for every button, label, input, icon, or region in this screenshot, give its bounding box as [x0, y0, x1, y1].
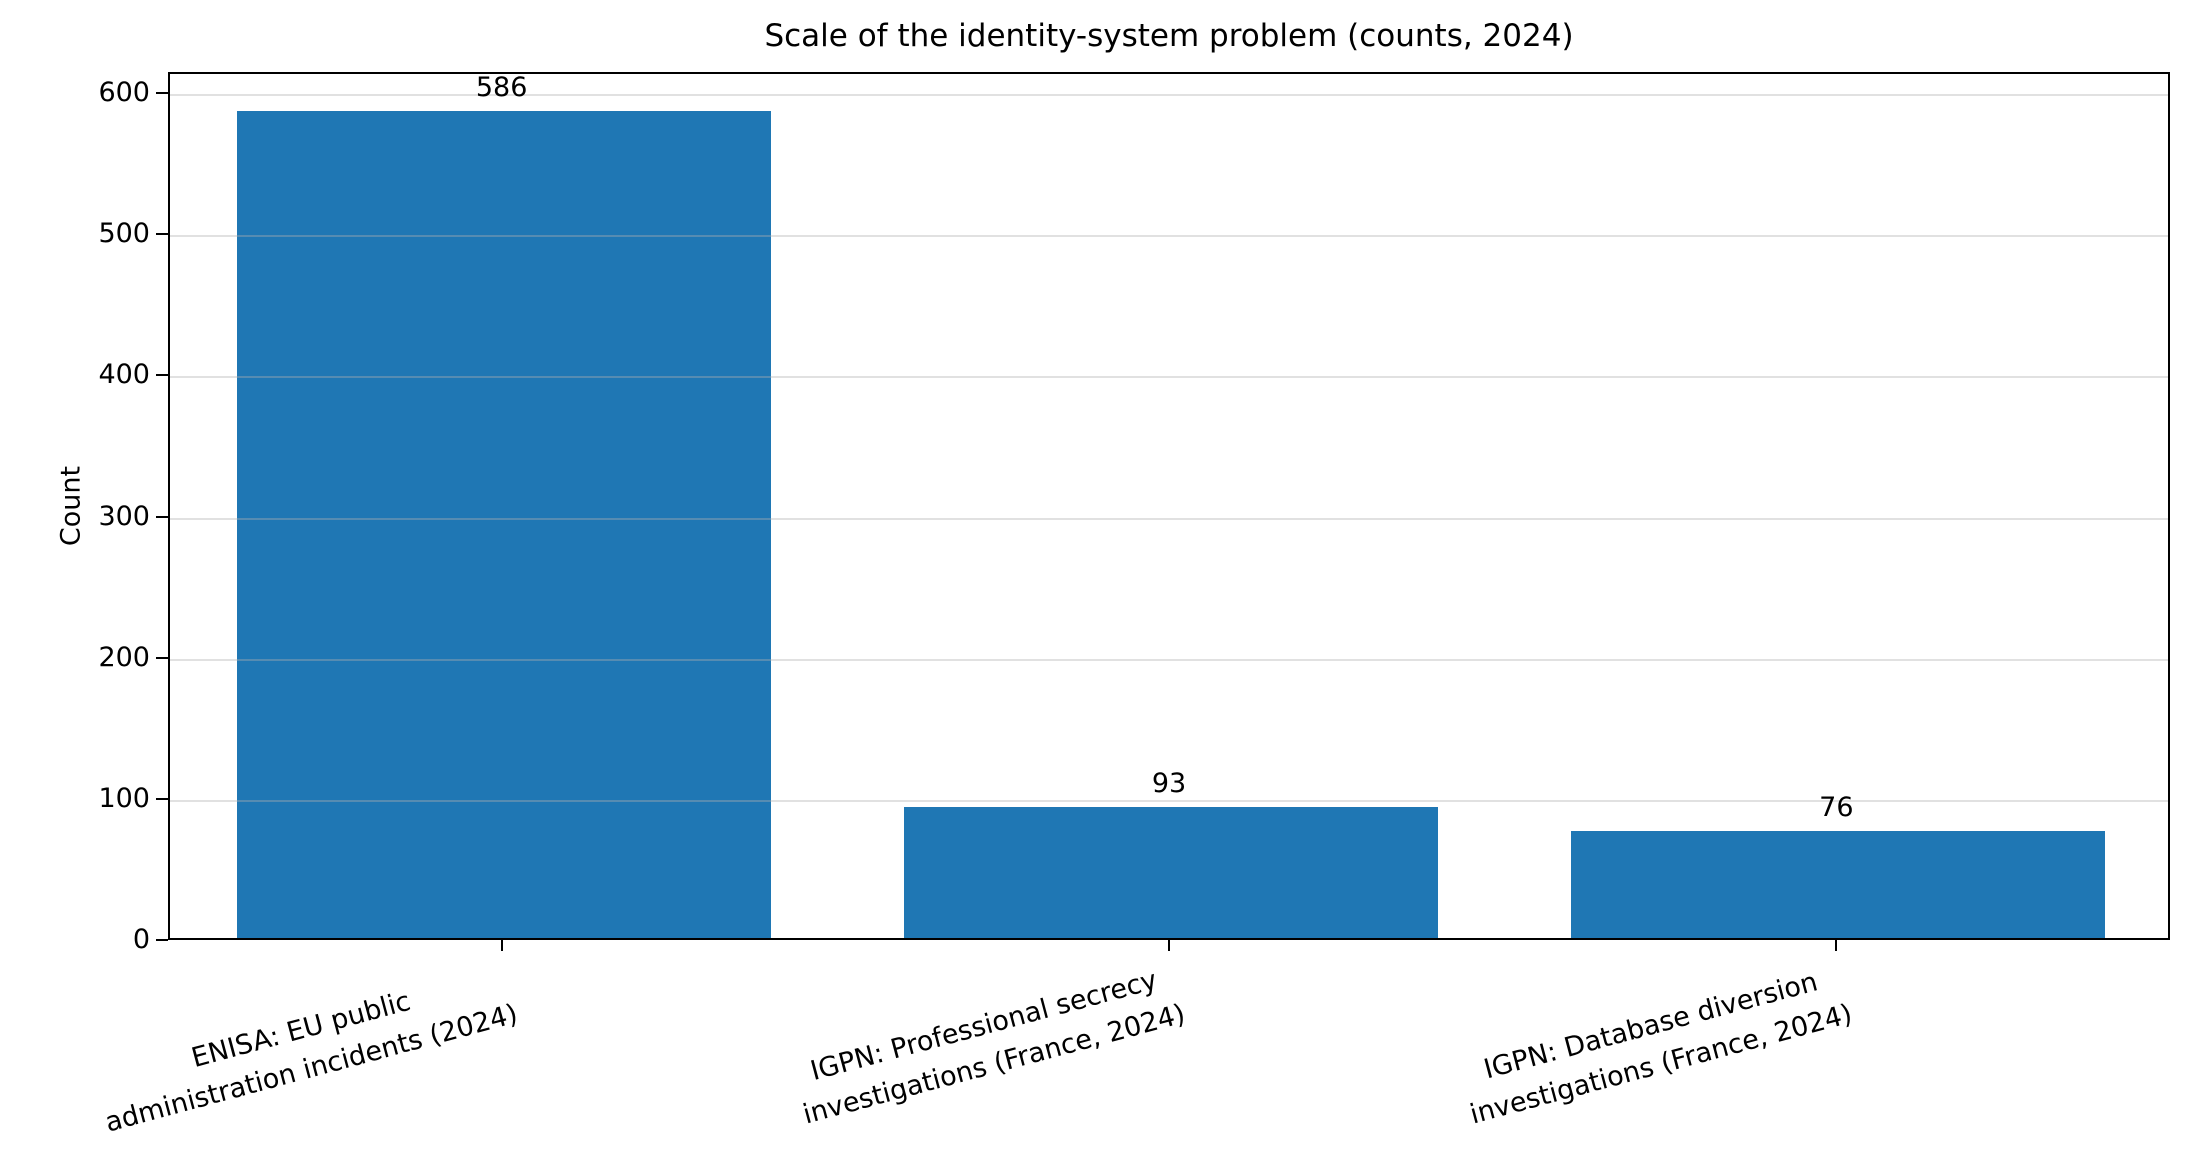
- gridline: [170, 235, 2168, 238]
- plot-area: [168, 72, 2170, 940]
- y-tick-label: 500: [98, 218, 150, 250]
- gridline: [170, 94, 2168, 97]
- bar-value-label: 93: [1151, 767, 1187, 799]
- y-tick-label: 600: [98, 77, 150, 109]
- gridline: [170, 799, 2168, 802]
- x-tick-mark: [1168, 940, 1170, 951]
- y-tick-label: 200: [98, 641, 150, 673]
- bar: [904, 806, 1438, 938]
- y-tick-label: 0: [132, 924, 150, 955]
- bar: [1571, 830, 2106, 938]
- x-tick-label: ENISA: EU public administration incidents…: [102, 985, 522, 1139]
- gridline: [170, 658, 2168, 661]
- x-tick-label: IGPN: Professional secrecy investigations…: [799, 964, 1189, 1131]
- y-tick-mark: [156, 374, 168, 377]
- gridline: [170, 376, 2168, 379]
- bar: [236, 110, 771, 938]
- y-tick-mark: [156, 515, 168, 518]
- gridline: [170, 517, 2168, 520]
- y-tick-mark: [156, 656, 168, 659]
- y-tick-mark: [156, 939, 168, 941]
- y-tick-label: 100: [98, 782, 150, 814]
- chart-title: Scale of the identity-system problem (co…: [764, 18, 1574, 54]
- y-tick-mark: [156, 233, 168, 236]
- x-tick-mark: [500, 940, 503, 951]
- x-tick-mark: [1835, 940, 1838, 951]
- bar-value-label: 76: [1819, 791, 1854, 823]
- y-tick-mark: [156, 797, 168, 800]
- x-tick-label: IGPN: Database diversion investigations (…: [1467, 966, 1856, 1131]
- y-tick-label: 300: [98, 500, 150, 532]
- y-tick-mark: [156, 92, 168, 95]
- bar-value-label: 586: [475, 71, 528, 103]
- y-tick-label: 400: [98, 359, 150, 391]
